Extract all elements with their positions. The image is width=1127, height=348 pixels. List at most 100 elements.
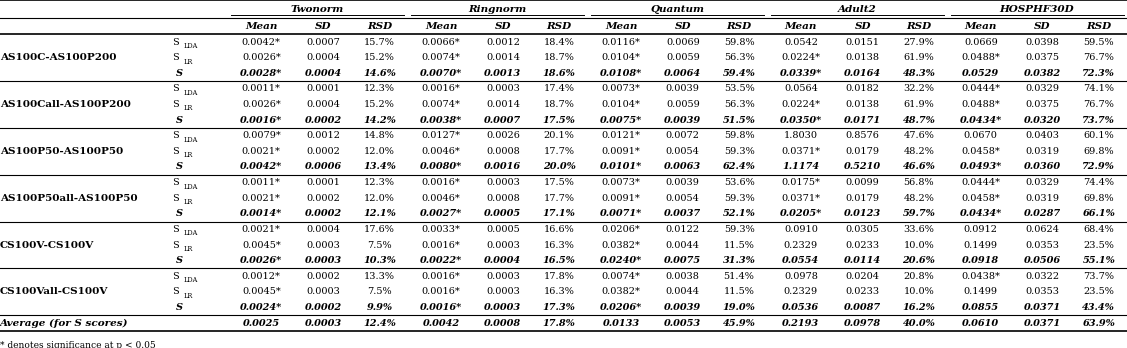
- Text: 0.0038*: 0.0038*: [420, 116, 462, 125]
- Text: 0.0021*: 0.0021*: [242, 194, 281, 203]
- Text: 0.0164: 0.0164: [844, 69, 881, 78]
- Text: 0.0382*: 0.0382*: [602, 240, 640, 250]
- Text: RSD: RSD: [1086, 22, 1111, 31]
- Text: 0.0434*: 0.0434*: [960, 116, 1002, 125]
- Text: 53.6%: 53.6%: [724, 178, 754, 187]
- Text: 0.0669: 0.0669: [964, 38, 997, 47]
- Text: 12.4%: 12.4%: [363, 319, 396, 328]
- Text: RSD: RSD: [727, 22, 752, 31]
- Text: 0.0133: 0.0133: [603, 319, 640, 328]
- Text: 0.0039: 0.0039: [664, 116, 701, 125]
- Text: 16.3%: 16.3%: [544, 240, 575, 250]
- Text: 0.0016*: 0.0016*: [420, 303, 462, 312]
- Text: 0.0074*: 0.0074*: [421, 100, 461, 109]
- Text: 0.0493*: 0.0493*: [960, 163, 1002, 172]
- Text: 0.0375: 0.0375: [1026, 100, 1059, 109]
- Text: 10.0%: 10.0%: [904, 287, 934, 296]
- Text: S: S: [176, 303, 183, 312]
- Text: 0.0087: 0.0087: [844, 303, 881, 312]
- Text: 68.4%: 68.4%: [1083, 225, 1115, 234]
- Text: 0.0224*: 0.0224*: [781, 53, 820, 62]
- Text: 16.2%: 16.2%: [903, 303, 935, 312]
- Text: 0.0002: 0.0002: [304, 116, 341, 125]
- Text: 17.6%: 17.6%: [364, 225, 394, 234]
- Text: 0.0529: 0.0529: [962, 69, 1000, 78]
- Text: AS100C-AS100P200: AS100C-AS100P200: [0, 53, 116, 62]
- Text: S: S: [172, 287, 179, 296]
- Text: S: S: [176, 209, 183, 218]
- Text: 0.0918: 0.0918: [962, 256, 1000, 265]
- Text: 0.0039: 0.0039: [666, 85, 700, 93]
- Text: 18.6%: 18.6%: [543, 69, 576, 78]
- Text: 17.8%: 17.8%: [544, 272, 575, 281]
- Text: 59.5%: 59.5%: [1083, 38, 1115, 47]
- Text: 14.2%: 14.2%: [363, 116, 396, 125]
- Text: 62.4%: 62.4%: [722, 163, 755, 172]
- Text: 61.9%: 61.9%: [904, 100, 934, 109]
- Text: 1.1174: 1.1174: [782, 163, 819, 172]
- Text: 0.0074*: 0.0074*: [421, 53, 461, 62]
- Text: S: S: [172, 100, 179, 109]
- Text: 69.8%: 69.8%: [1083, 194, 1115, 203]
- Text: S: S: [172, 147, 179, 156]
- Text: 66.1%: 66.1%: [1082, 209, 1116, 218]
- Text: 12.0%: 12.0%: [364, 147, 394, 156]
- Text: 0.0123: 0.0123: [844, 209, 881, 218]
- Text: 0.0024*: 0.0024*: [240, 303, 283, 312]
- Text: 0.0978: 0.0978: [784, 272, 818, 281]
- Text: 9.9%: 9.9%: [366, 303, 392, 312]
- Text: 0.0610: 0.0610: [962, 319, 1000, 328]
- Text: 0.2329: 0.2329: [784, 287, 818, 296]
- Text: 10.3%: 10.3%: [363, 256, 396, 265]
- Text: 23.5%: 23.5%: [1083, 287, 1115, 296]
- Text: 40.0%: 40.0%: [903, 319, 935, 328]
- Text: 0.0004: 0.0004: [307, 53, 340, 62]
- Text: 12.3%: 12.3%: [364, 178, 394, 187]
- Text: 0.0054: 0.0054: [666, 194, 700, 203]
- Text: S: S: [176, 256, 183, 265]
- Text: 47.6%: 47.6%: [904, 131, 934, 140]
- Text: 0.0003: 0.0003: [486, 85, 520, 93]
- Text: 0.0044: 0.0044: [666, 287, 700, 296]
- Text: 0.0003: 0.0003: [304, 256, 341, 265]
- Text: 12.0%: 12.0%: [364, 194, 394, 203]
- Text: 0.0014: 0.0014: [486, 100, 520, 109]
- Text: S: S: [172, 85, 179, 93]
- Text: LDA: LDA: [184, 136, 198, 144]
- Text: 20.6%: 20.6%: [903, 256, 935, 265]
- Text: 0.0073*: 0.0073*: [602, 85, 640, 93]
- Text: 0.0002: 0.0002: [307, 194, 340, 203]
- Text: 0.0206*: 0.0206*: [602, 225, 640, 234]
- Text: 0.0026*: 0.0026*: [242, 100, 281, 109]
- Text: S: S: [172, 178, 179, 187]
- Text: 0.0564: 0.0564: [784, 85, 818, 93]
- Text: 20.8%: 20.8%: [904, 272, 934, 281]
- Text: 0.0398: 0.0398: [1026, 38, 1059, 47]
- Text: 16.6%: 16.6%: [544, 225, 575, 234]
- Text: 0.0179: 0.0179: [845, 147, 880, 156]
- Text: 10.0%: 10.0%: [904, 240, 934, 250]
- Text: 0.0670: 0.0670: [964, 131, 997, 140]
- Text: 15.7%: 15.7%: [364, 38, 394, 47]
- Text: 0.0101*: 0.0101*: [600, 163, 642, 172]
- Text: Adult2: Adult2: [837, 5, 877, 14]
- Text: 0.0319: 0.0319: [1026, 194, 1059, 203]
- Text: 0.0006: 0.0006: [304, 163, 341, 172]
- Text: 0.0016*: 0.0016*: [421, 178, 461, 187]
- Text: 0.0014*: 0.0014*: [240, 209, 283, 218]
- Text: LR: LR: [184, 198, 193, 206]
- Text: 0.0375: 0.0375: [1026, 53, 1059, 62]
- Text: 0.0004: 0.0004: [307, 225, 340, 234]
- Text: 0.0002: 0.0002: [304, 303, 341, 312]
- Text: 0.0003: 0.0003: [485, 303, 522, 312]
- Text: 59.4%: 59.4%: [722, 69, 755, 78]
- Text: 0.0353: 0.0353: [1026, 240, 1059, 250]
- Text: 0.0003: 0.0003: [486, 272, 520, 281]
- Text: 0.0025: 0.0025: [242, 319, 279, 328]
- Text: 13.3%: 13.3%: [364, 272, 394, 281]
- Text: 0.0045*: 0.0045*: [242, 287, 281, 296]
- Text: 59.8%: 59.8%: [724, 38, 754, 47]
- Text: LR: LR: [184, 292, 193, 300]
- Text: 0.0127*: 0.0127*: [421, 131, 461, 140]
- Text: 0.0339*: 0.0339*: [780, 69, 822, 78]
